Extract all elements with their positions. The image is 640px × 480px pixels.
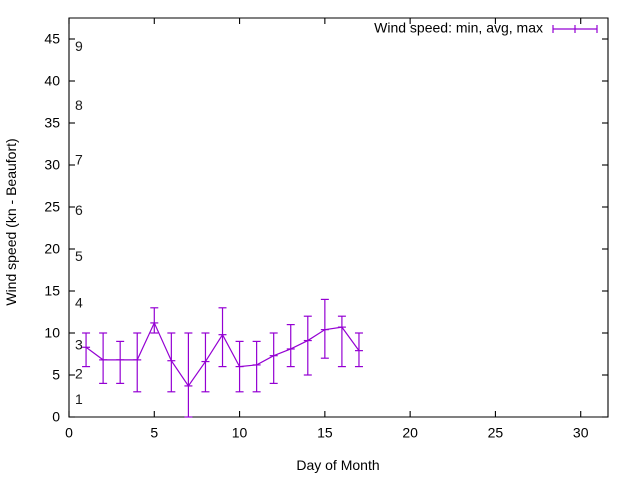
beaufort-label: 5 [75, 248, 83, 264]
error-bar [150, 307, 159, 334]
y-tick-label: 0 [52, 409, 60, 425]
x-tick-label: 5 [150, 424, 158, 440]
y-tick-label: 25 [44, 199, 60, 215]
beaufort-label: 7 [75, 152, 83, 168]
y-tick-label: 30 [44, 157, 60, 173]
y-tick-label: 5 [52, 367, 60, 383]
error-bar [184, 332, 193, 418]
beaufort-label: 8 [75, 97, 83, 113]
y-axis-title: Wind speed (kn - Beaufort) [3, 138, 19, 305]
data-series-wind-speed [82, 298, 363, 418]
x-tick-label: 0 [65, 424, 73, 440]
x-axis-ticks: 0 5 10 15 20 25 30 [65, 18, 589, 440]
y-tick-label: 45 [44, 31, 60, 47]
beaufort-label: 2 [75, 366, 83, 382]
x-axis-title: Day of Month [296, 457, 379, 473]
error-bar [218, 307, 227, 368]
avg-line [85, 321, 360, 387]
beaufort-scale-labels: 1 2 3 4 5 6 7 8 9 [75, 38, 83, 407]
y-tick-label: 40 [44, 73, 60, 89]
x-tick-label: 20 [402, 424, 418, 440]
y-tick-label: 20 [44, 241, 60, 257]
legend-label: Wind speed: min, avg, max [374, 20, 543, 36]
beaufort-label: 3 [75, 336, 83, 352]
beaufort-label: 1 [75, 391, 83, 407]
beaufort-label: 6 [75, 202, 83, 218]
error-bar [303, 315, 312, 376]
y-tick-label: 10 [44, 325, 60, 341]
chart-legend[interactable]: Wind speed: min, avg, max [374, 20, 598, 36]
x-tick-label: 25 [488, 424, 504, 440]
x-tick-label: 30 [573, 424, 589, 440]
y-tick-label: 35 [44, 115, 60, 131]
error-bar [167, 332, 176, 393]
beaufort-label: 4 [75, 294, 83, 310]
beaufort-label: 9 [75, 38, 83, 54]
x-tick-label: 15 [317, 424, 333, 440]
y-tick-label: 15 [44, 283, 60, 299]
x-tick-label: 10 [232, 424, 248, 440]
error-bar [320, 298, 329, 359]
